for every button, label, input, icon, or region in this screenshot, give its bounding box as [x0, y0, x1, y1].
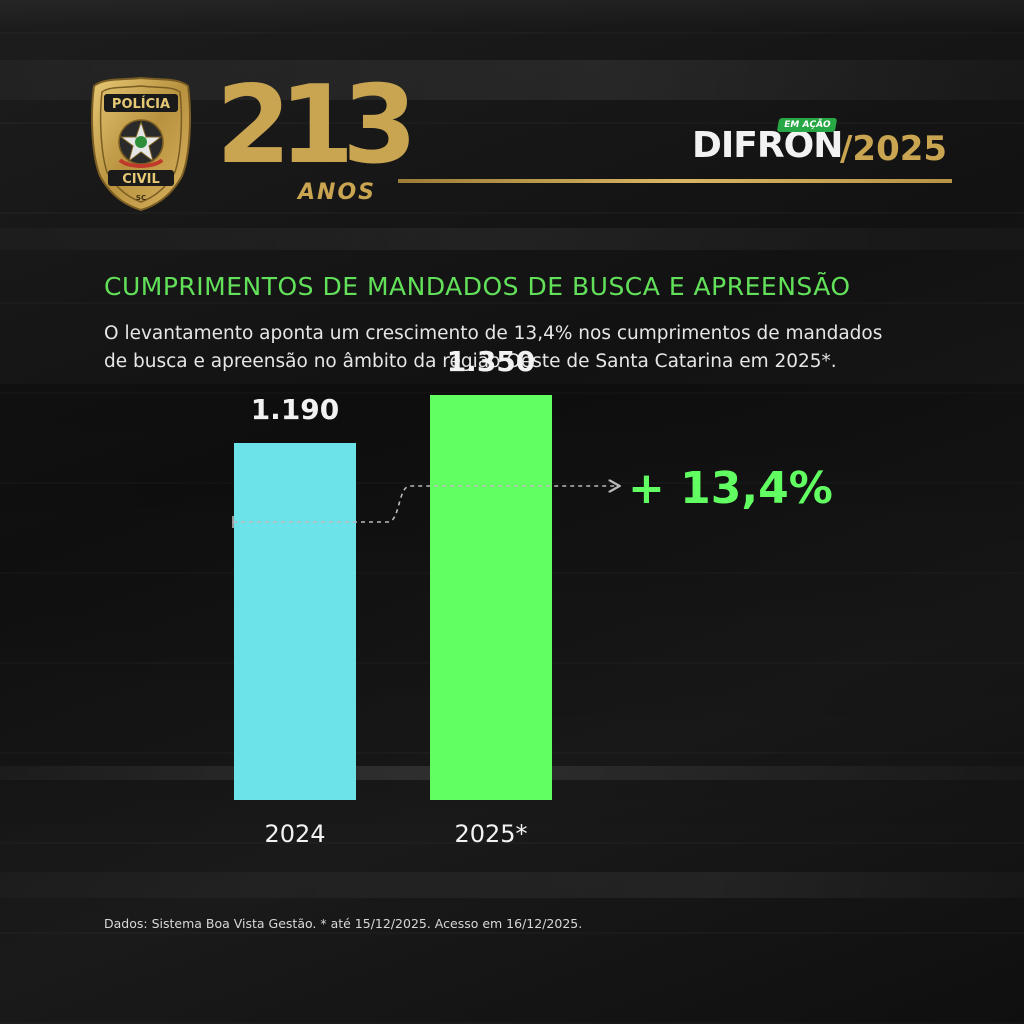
anniversary-label: ANOS [298, 180, 376, 205]
program-year: /2025 [840, 129, 948, 169]
value-label-2025: 1.350 [447, 345, 536, 378]
badge-top-text: POLÍCIA [112, 96, 170, 112]
bar-2024 [234, 443, 356, 800]
background-stripe [0, 872, 1024, 898]
category-label-2025: 2025* [454, 820, 527, 848]
description-line-1: O levantamento aponta um crescimento de … [104, 323, 883, 344]
background-stripe [0, 228, 1024, 250]
badge-bottom-text: SC [136, 194, 146, 202]
category-label-2024: 2024 [264, 820, 325, 848]
value-label-2024: 1.190 [251, 393, 340, 426]
badge-middle-text: CIVIL [122, 172, 160, 187]
difron-logo-text: DIFRON [692, 125, 843, 166]
anniversary-logo: 213 ANOS [216, 72, 417, 210]
bar-2025 [430, 395, 552, 800]
anniversary-number: 213 [216, 63, 417, 188]
description-line-2: de busca e apreensão no âmbito da região… [104, 351, 837, 372]
growth-connector-arrow [233, 486, 618, 523]
policia-civil-badge-icon: POLÍCIA CIVIL SC [91, 76, 191, 212]
growth-label: + 13,4% [628, 463, 833, 514]
data-source-note: Dados: Sistema Boa Vista Gestão. * até 1… [104, 916, 583, 931]
chart-title: CUMPRIMENTOS DE MANDADOS DE BUSCA E APRE… [104, 272, 851, 301]
chart-description: O levantamento aponta um crescimento de … [104, 320, 944, 376]
header-divider [398, 179, 952, 183]
